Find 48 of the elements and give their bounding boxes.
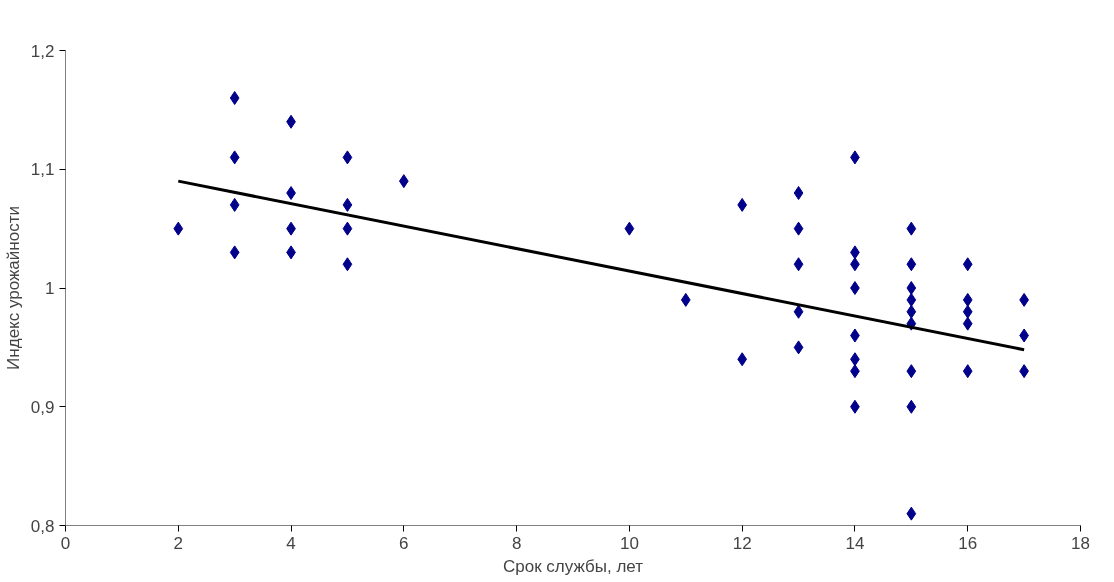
point [850, 281, 860, 295]
point [342, 221, 353, 236]
point [793, 186, 804, 200]
point [962, 364, 973, 379]
point [793, 340, 804, 355]
x-tick-label: 8 [511, 533, 522, 553]
point [906, 281, 917, 295]
point [962, 304, 973, 319]
point [229, 150, 240, 165]
point [793, 221, 804, 236]
point [342, 257, 353, 272]
x-tick-label: 0 [60, 533, 71, 553]
x-tick-label: 14 [845, 533, 865, 553]
x-tick-label: 18 [1071, 533, 1090, 553]
point [793, 257, 804, 272]
x-tick-label: 4 [286, 533, 296, 553]
x-tick-label: 10 [619, 533, 639, 553]
point [229, 91, 240, 105]
point [906, 364, 917, 379]
point [229, 197, 240, 212]
point [962, 316, 973, 331]
y-tick-label: 1,1 [30, 160, 55, 180]
point [906, 304, 917, 319]
point [624, 221, 635, 236]
point [962, 257, 973, 272]
y-tick-label: 1 [45, 279, 55, 298]
point [906, 292, 917, 307]
x-tick-label: 16 [958, 533, 978, 553]
point [680, 292, 691, 307]
point [342, 150, 353, 165]
point [342, 197, 353, 212]
point [906, 399, 917, 414]
x-axis-title: Срок службы, лет [502, 556, 644, 576]
x-tick-label: 2 [173, 533, 184, 553]
x-tick-label: 12 [732, 533, 752, 553]
point [173, 221, 184, 236]
y-tick-label: 0,8 [30, 516, 55, 536]
point [962, 292, 973, 307]
point [906, 257, 917, 272]
point [906, 506, 917, 521]
y-tick-label: 1,2 [30, 41, 55, 61]
point [229, 245, 240, 260]
y-tick-label: 0,9 [30, 397, 55, 417]
x-tick-label: 6 [399, 533, 409, 553]
point [906, 221, 917, 236]
point [286, 186, 296, 200]
y-axis-title: Индекс урожайности [3, 206, 23, 370]
point [793, 304, 804, 319]
